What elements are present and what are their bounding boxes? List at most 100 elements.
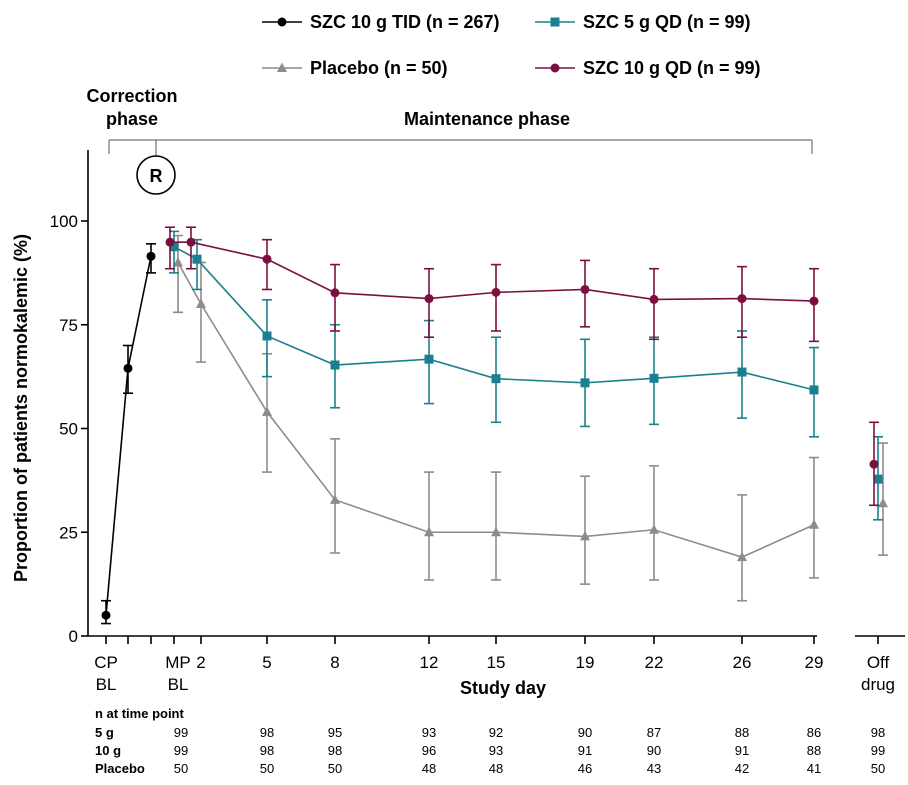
data-point-1-6: [581, 378, 590, 387]
legend-label-3: SZC 10 g QD (n = 99): [583, 58, 761, 78]
n-table-cell-0-3: 93: [422, 725, 436, 740]
n-table-cell-0-5: 90: [578, 725, 592, 740]
plot-area: R: [101, 140, 888, 624]
data-point-1-4: [425, 355, 434, 364]
n-table-cell-1-3: 96: [422, 743, 436, 758]
x-tick-label-d26-0: 26: [733, 653, 752, 672]
y-tick-label-100: 100: [50, 212, 78, 231]
n-table-cell-2-6: 43: [647, 761, 661, 776]
data-point-1-8: [738, 368, 747, 377]
legend-marker-3: [551, 64, 560, 73]
series-2: [173, 236, 888, 601]
n-table-cell-0-7: 88: [735, 725, 749, 740]
data-point-2-9: [809, 519, 819, 529]
y-tick-label-50: 50: [59, 420, 78, 439]
legend-marker-1: [551, 18, 560, 27]
n-table-cell-0-6: 87: [647, 725, 661, 740]
correction-phase-line-2: phase: [106, 109, 158, 129]
phase-labels: Correction phase Maintenance phase: [86, 86, 570, 129]
x-tick-label-mpbl-0: MP: [165, 653, 191, 672]
data-point-3-0: [166, 238, 175, 247]
n-table-cell-2-1: 50: [260, 761, 274, 776]
data-point-3-8: [738, 294, 747, 303]
data-point-3-5: [492, 288, 501, 297]
n-table-cell-1-2: 98: [328, 743, 342, 758]
n-table-cell-0-9: 98: [871, 725, 885, 740]
data-point-1-9: [810, 385, 819, 394]
data-point-3-6: [581, 285, 590, 294]
data-point-0-1: [124, 364, 133, 373]
x-tick-label-d29-0: 29: [805, 653, 824, 672]
x-tick-label-d8-0: 8: [330, 653, 339, 672]
data-point-2-10: [878, 498, 888, 508]
x-axis-title: Study day: [460, 678, 546, 698]
n-table-cell-2-9: 50: [871, 761, 885, 776]
n-table-row-label-1: 10 g: [95, 743, 121, 758]
correction-phase-label: Correction phase: [86, 86, 177, 129]
x-tick-label-d15-0: 15: [487, 653, 506, 672]
x-tick-label-off-1: drug: [861, 675, 895, 694]
n-table-cell-1-1: 98: [260, 743, 274, 758]
data-point-3-4: [425, 294, 434, 303]
legend-label-2: Placebo (n = 50): [310, 58, 448, 78]
x-tick-label-mpbl-1: BL: [168, 675, 189, 694]
n-table-cell-2-5: 46: [578, 761, 592, 776]
legend-label-1: SZC 5 g QD (n = 99): [583, 12, 751, 32]
n-table-cell-1-7: 91: [735, 743, 749, 758]
x-tick-label-d22-0: 22: [645, 653, 664, 672]
n-table-row-label-0: 5 g: [95, 725, 114, 740]
n-table-cell-0-2: 95: [328, 725, 342, 740]
n-table-cell-0-0: 99: [174, 725, 188, 740]
n-table-cell-1-0: 99: [174, 743, 188, 758]
y-axis-title: Proportion of patients normokalemic (%): [11, 234, 31, 582]
legend-item-0: SZC 10 g TID (n = 267): [262, 12, 500, 32]
y-tick-label-0: 0: [69, 627, 78, 646]
n-table-cell-2-7: 42: [735, 761, 749, 776]
legend-item-1: SZC 5 g QD (n = 99): [535, 12, 751, 32]
n-table-cell-1-5: 91: [578, 743, 592, 758]
data-point-3-10: [870, 460, 879, 469]
legend-label-0: SZC 10 g TID (n = 267): [310, 12, 500, 32]
data-point-3-9: [810, 297, 819, 306]
data-point-1-10: [874, 475, 883, 484]
x-tick-label-d5-0: 5: [262, 653, 271, 672]
x-tick-label-cp-1: BL: [96, 675, 117, 694]
series-1: [169, 231, 883, 519]
n-table-cell-0-8: 86: [807, 725, 821, 740]
n-table-title: n at time point: [95, 706, 185, 721]
series-0: [101, 244, 156, 624]
n-table-row-label-2: Placebo: [95, 761, 145, 776]
data-point-0-2: [147, 252, 156, 261]
data-point-3-3: [331, 288, 340, 297]
data-point-1-1: [193, 255, 202, 264]
x-tick-label-off-0: Off: [867, 653, 890, 672]
n-table-cell-1-9: 99: [871, 743, 885, 758]
series-line-0: [106, 256, 151, 615]
data-point-2-7: [649, 524, 659, 534]
maintenance-phase-label: Maintenance phase: [404, 109, 570, 129]
x-tick-label-cp-0: CP: [94, 653, 118, 672]
series-line-1: [174, 247, 814, 390]
n-table-cell-2-3: 48: [422, 761, 436, 776]
n-table-cell-1-8: 88: [807, 743, 821, 758]
n-table-cell-0-4: 92: [489, 725, 503, 740]
data-point-1-2: [263, 331, 272, 340]
data-point-1-7: [650, 374, 659, 383]
n-table-cell-1-6: 90: [647, 743, 661, 758]
data-point-1-5: [492, 374, 501, 383]
n-table-cell-2-2: 50: [328, 761, 342, 776]
legend-item-2: Placebo (n = 50): [262, 58, 448, 78]
n-table-cell-1-4: 93: [489, 743, 503, 758]
data-point-2-2: [262, 406, 272, 416]
data-point-2-1: [196, 299, 206, 309]
x-tick-label-d2-0: 2: [196, 653, 205, 672]
data-point-3-2: [263, 255, 272, 264]
legend-item-3: SZC 10 g QD (n = 99): [535, 58, 761, 78]
data-point-1-3: [331, 361, 340, 370]
y-tick-label-75: 75: [59, 316, 78, 335]
n-table-cell-2-4: 48: [489, 761, 503, 776]
n-at-time-point-table: n at time point 5 g 99 98 95 93 92 90 87 88 86 98 10…: [95, 706, 885, 776]
